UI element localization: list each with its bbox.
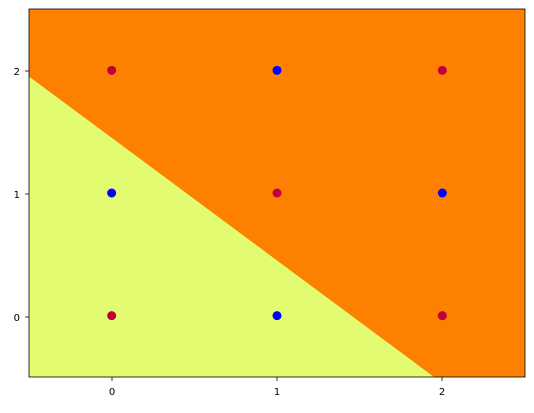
y-axis: 0 1 2 <box>14 67 29 324</box>
scatter-point-1-3 <box>437 311 447 321</box>
scatter-point-0-3 <box>437 188 447 198</box>
x-tick-label-0: 0 <box>109 387 115 398</box>
scatter-point-1-4 <box>437 65 447 75</box>
scatter-point-0-2 <box>272 311 282 321</box>
scatter-point-1-0 <box>107 311 117 321</box>
scatter-point-1-1 <box>107 65 117 75</box>
scatter-point-0-0 <box>107 188 117 198</box>
plot-area <box>28 8 526 378</box>
scatter-point-0-1 <box>272 65 282 75</box>
x-tick-label-1: 1 <box>274 387 280 398</box>
lower-region <box>29 76 435 377</box>
y-tick-label-0: 0 <box>14 313 20 324</box>
y-tick-label-2: 2 <box>14 67 20 78</box>
scatter-point-1-2 <box>272 188 282 198</box>
x-axis: 0 1 2 <box>109 377 445 398</box>
y-tick-label-1: 1 <box>14 190 20 201</box>
x-tick-label-2: 2 <box>439 387 445 398</box>
points-layer <box>107 65 447 321</box>
